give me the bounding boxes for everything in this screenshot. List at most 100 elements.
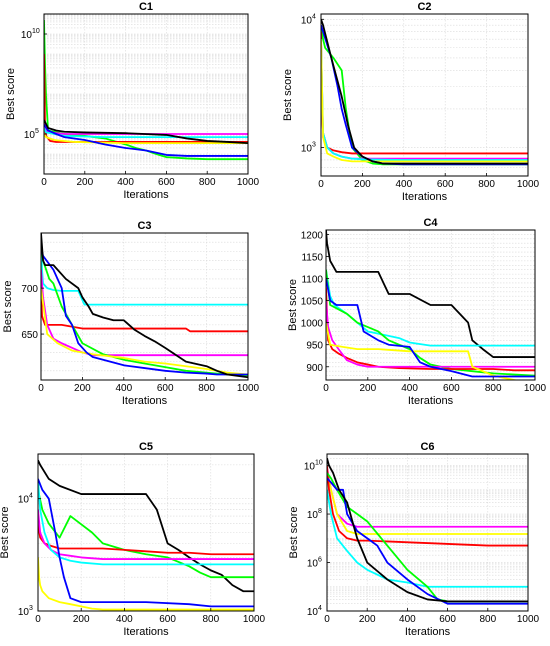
y-tick-label: 10 bbox=[24, 130, 36, 141]
y-tick-label: 950 bbox=[306, 341, 323, 352]
chart-c3: 0 200 400 600 800 1000 650 700 C3 Iterations Best … bbox=[2, 220, 260, 407]
x-tick-label: 1000 bbox=[517, 179, 540, 190]
y-tick-base: 10 bbox=[21, 30, 33, 41]
x-tick-label: 200 bbox=[359, 614, 376, 625]
chart-title: C1 bbox=[139, 1, 153, 13]
y-tick-label: 10 bbox=[21, 30, 33, 41]
y-tick-base: 10 bbox=[307, 510, 319, 521]
series-line bbox=[326, 278, 535, 378]
x-tick-label: 400 bbox=[117, 177, 134, 188]
x-tick-label: 1000 bbox=[517, 614, 540, 625]
chart-title: C4 bbox=[423, 217, 438, 229]
axes-box bbox=[320, 13, 529, 177]
y-tick-exponent: 10 bbox=[315, 460, 323, 467]
y-tick-exponent: 4 bbox=[29, 493, 33, 500]
x-tick-label: 0 bbox=[38, 383, 44, 394]
x-tick-label: 200 bbox=[354, 179, 371, 190]
axes-box bbox=[40, 232, 249, 381]
series-line bbox=[321, 39, 528, 163]
y-tick-label: 1100 bbox=[301, 275, 323, 286]
y-tick-label: 1150 bbox=[301, 252, 323, 263]
x-tick-label: 400 bbox=[116, 614, 133, 625]
series-line bbox=[327, 458, 528, 603]
x-tick-label: 600 bbox=[159, 614, 176, 625]
x-tick-label: 600 bbox=[439, 614, 456, 625]
series-line bbox=[38, 489, 254, 579]
y-tick-exponent: 5 bbox=[35, 128, 39, 135]
series-line bbox=[327, 489, 528, 588]
x-axis-label: Iterations bbox=[405, 626, 451, 638]
x-tick-label: 0 bbox=[35, 614, 41, 625]
y-tick-exponent: 10 bbox=[32, 28, 40, 35]
series-line bbox=[38, 478, 254, 608]
y-axis-label: Best score bbox=[287, 279, 299, 331]
y-tick-exponent: 8 bbox=[318, 508, 322, 515]
y-tick-base: 10 bbox=[304, 462, 316, 473]
x-tick-label: 400 bbox=[395, 179, 412, 190]
chart-title: C5 bbox=[139, 441, 153, 453]
x-axis-label: Iterations bbox=[408, 395, 454, 407]
series-line bbox=[41, 288, 248, 333]
y-tick-exponent: 3 bbox=[29, 605, 33, 612]
y-axis-label: Best score bbox=[0, 507, 11, 559]
y-tick-label: 10 bbox=[307, 510, 319, 521]
x-tick-label: 1000 bbox=[237, 177, 260, 188]
y-tick-label: 650 bbox=[21, 330, 38, 341]
x-tick-label: 0 bbox=[324, 614, 330, 625]
y-tick-label: 1050 bbox=[301, 297, 324, 308]
series-line bbox=[44, 123, 248, 157]
y-tick-exponent: 3 bbox=[312, 142, 316, 149]
y-tick-label: 10 bbox=[307, 559, 319, 570]
series-line bbox=[327, 477, 528, 605]
y-tick-label: 10 bbox=[18, 495, 30, 506]
x-tick-label: 1000 bbox=[243, 614, 266, 625]
series-line bbox=[44, 133, 248, 145]
y-tick-exponent: 6 bbox=[318, 557, 322, 564]
x-tick-label: 1000 bbox=[524, 383, 547, 394]
series-line bbox=[321, 39, 528, 161]
series-line bbox=[326, 322, 519, 380]
series-line bbox=[41, 242, 248, 377]
y-tick-label: 1200 bbox=[301, 230, 324, 241]
y-tick-base: 10 bbox=[301, 15, 313, 26]
series-line bbox=[41, 233, 248, 379]
series-line bbox=[327, 465, 528, 547]
series-line bbox=[326, 300, 535, 368]
x-tick-label: 800 bbox=[479, 614, 496, 625]
grid bbox=[326, 454, 529, 611]
series-line bbox=[321, 25, 528, 166]
x-tick-label: 200 bbox=[76, 177, 93, 188]
y-axis-label: Best score bbox=[2, 281, 14, 333]
series-line bbox=[326, 230, 535, 358]
y-tick-base: 10 bbox=[307, 559, 319, 570]
x-tick-label: 1000 bbox=[237, 383, 260, 394]
y-axis-label: Best score bbox=[282, 69, 294, 121]
y-tick-exponent: 4 bbox=[318, 605, 322, 612]
x-tick-label: 600 bbox=[437, 179, 454, 190]
chart-c4: 0 200 400 600 800 1000 900 950 1000 1050 1100 1150 1… bbox=[287, 217, 547, 407]
y-tick-label: 1000 bbox=[301, 319, 324, 330]
y-tick-label: 10 bbox=[304, 462, 316, 473]
chart-title: C6 bbox=[420, 441, 434, 453]
y-tick-label: 10 bbox=[301, 144, 313, 155]
x-tick-label: 800 bbox=[485, 383, 502, 394]
x-tick-label: 800 bbox=[202, 614, 219, 625]
chart-title: C3 bbox=[137, 220, 151, 232]
y-tick-exponent: 4 bbox=[312, 13, 316, 20]
series-line bbox=[327, 472, 528, 535]
axes-box bbox=[37, 453, 255, 612]
axes-box bbox=[326, 453, 529, 612]
x-tick-label: 800 bbox=[199, 177, 216, 188]
chart-title: C2 bbox=[417, 1, 431, 13]
series-line bbox=[41, 288, 248, 376]
x-axis-label: Iterations bbox=[123, 189, 169, 201]
y-tick-base: 10 bbox=[24, 130, 36, 141]
x-tick-label: 600 bbox=[157, 383, 174, 394]
y-tick-label: 900 bbox=[306, 363, 323, 374]
plot-area bbox=[321, 14, 528, 176]
x-tick-label: 200 bbox=[74, 383, 91, 394]
y-tick-label: 10 bbox=[301, 15, 313, 26]
